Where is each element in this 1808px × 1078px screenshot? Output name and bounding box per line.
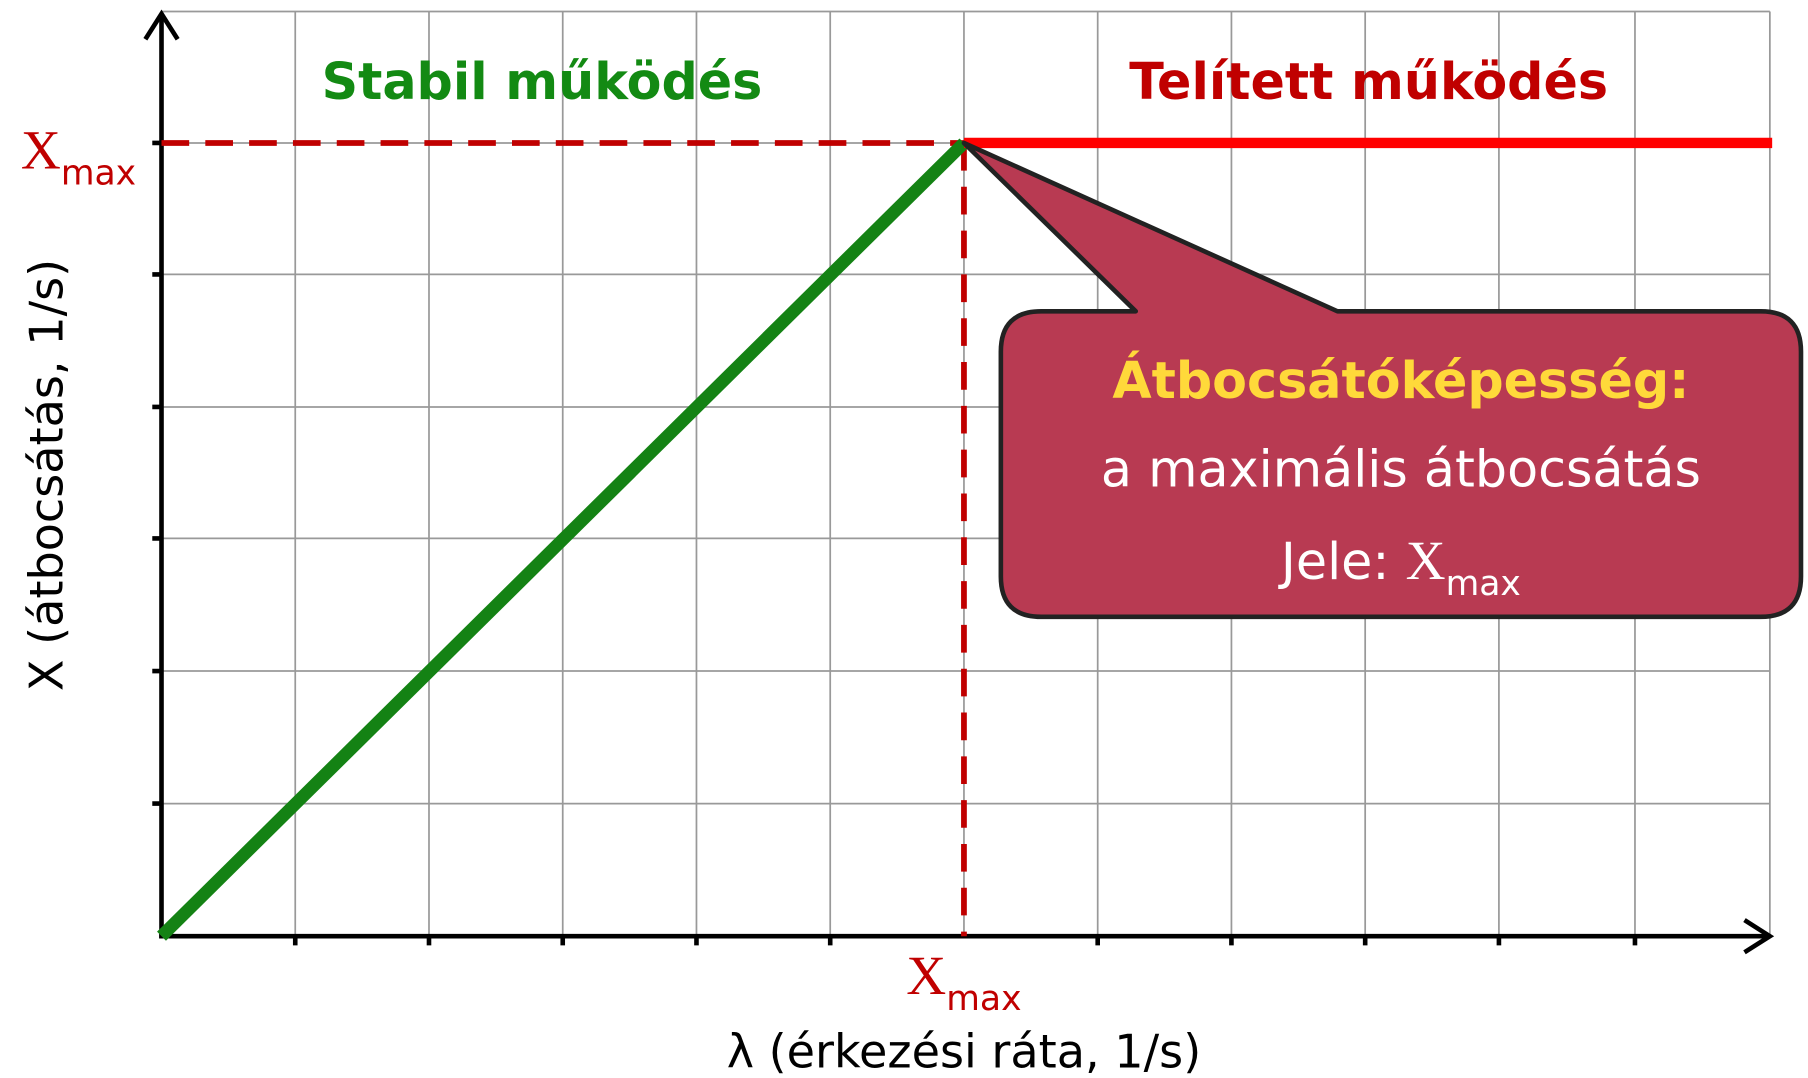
callout-line: Jele: Xmax [1278,530,1521,604]
callout-title: Átbocsátóképesség: [1112,350,1689,410]
x-marker: Xmax [906,945,1021,1019]
symbol: X [1406,530,1446,591]
stable-line [157,138,969,941]
x-axis-title: λ (érkezési ráta, 1/s) [727,1025,1202,1078]
symbol: X [21,119,61,180]
symbol: X [906,945,946,1006]
region-label: Telített működés [1129,52,1608,111]
callout-line: a maximális átbocsátás [1101,440,1701,499]
subscript: max [1446,564,1521,604]
region-label: Stabil működés [322,52,763,111]
y-axis-title: X (átbocsátás, 1/s) [19,259,73,691]
subscript: max [946,979,1021,1019]
y-marker: Xmax [21,119,136,193]
subscript: max [61,153,136,193]
callout [961,140,1804,620]
prefix: Jele: [1278,532,1406,591]
